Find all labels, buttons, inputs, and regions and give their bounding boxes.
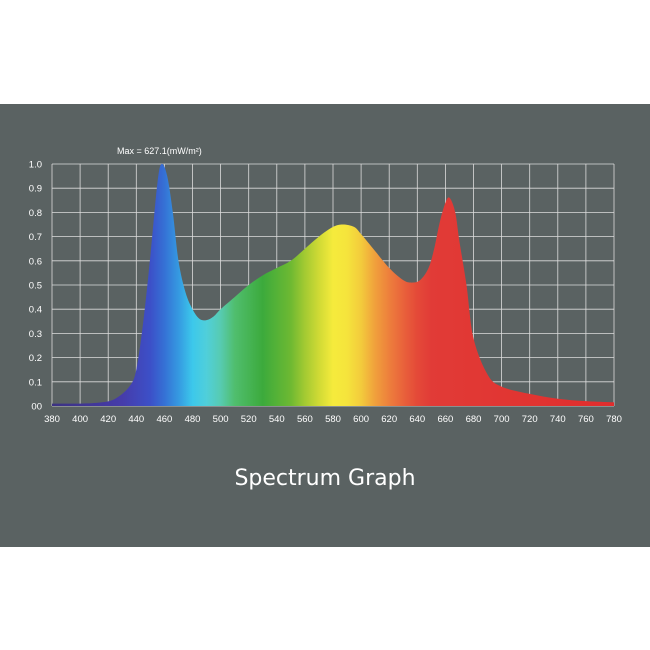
y-axis-ticks: 00 0.1 0.2 0.3 0.4 0.5 0.6 0.7 0.8 0.9 1.0 <box>29 160 42 413</box>
max-annotation: Max = 627.1(mW/m²) <box>117 146 202 156</box>
x-tick-label: 440 <box>128 414 144 425</box>
x-tick-label: 680 <box>466 414 482 425</box>
y-tick-label: 00 <box>31 402 42 413</box>
y-tick-label: 0.6 <box>29 256 42 267</box>
x-tick-label: 620 <box>381 414 397 425</box>
x-tick-label: 580 <box>325 414 341 425</box>
y-tick-label: 0.3 <box>29 329 42 340</box>
x-tick-label: 660 <box>437 414 453 425</box>
x-tick-label: 500 <box>213 414 229 425</box>
x-tick-label: 760 <box>578 414 594 425</box>
x-tick-label: 740 <box>550 414 566 425</box>
x-tick-label: 480 <box>185 414 201 425</box>
x-tick-label: 700 <box>494 414 510 425</box>
y-tick-label: 0.4 <box>29 305 42 316</box>
x-tick-label: 520 <box>241 414 257 425</box>
y-tick-label: 1.0 <box>29 160 42 171</box>
y-tick-label: 0.2 <box>29 353 42 364</box>
x-tick-label: 420 <box>100 414 116 425</box>
x-tick-label: 720 <box>522 414 538 425</box>
x-tick-label: 460 <box>156 414 172 425</box>
spectrum-chart: 00 0.1 0.2 0.3 0.4 0.5 0.6 0.7 0.8 0.9 1.0 380 400 4… <box>29 146 622 425</box>
x-tick-label: 400 <box>72 414 88 425</box>
y-tick-label: 0.5 <box>29 281 42 292</box>
y-tick-label: 0.8 <box>29 208 42 219</box>
y-tick-label: 0.1 <box>29 377 42 388</box>
chart-caption: Spectrum Graph <box>234 466 416 491</box>
x-tick-label: 600 <box>353 414 369 425</box>
y-tick-label: 0.7 <box>29 232 42 243</box>
x-tick-label: 540 <box>269 414 285 425</box>
spectrum-area <box>52 163 614 406</box>
y-tick-label: 0.9 <box>29 184 42 195</box>
x-axis-ticks: 380 400 420 440 460 480 500 520 540 560 580 600 620 6… <box>44 414 622 425</box>
x-tick-label: 780 <box>606 414 622 425</box>
chart-panel: 00 0.1 0.2 0.3 0.4 0.5 0.6 0.7 0.8 0.9 1.0 380 400 4… <box>0 104 650 547</box>
x-tick-label: 640 <box>409 414 425 425</box>
x-tick-label: 380 <box>44 414 60 425</box>
x-tick-label: 560 <box>297 414 313 425</box>
